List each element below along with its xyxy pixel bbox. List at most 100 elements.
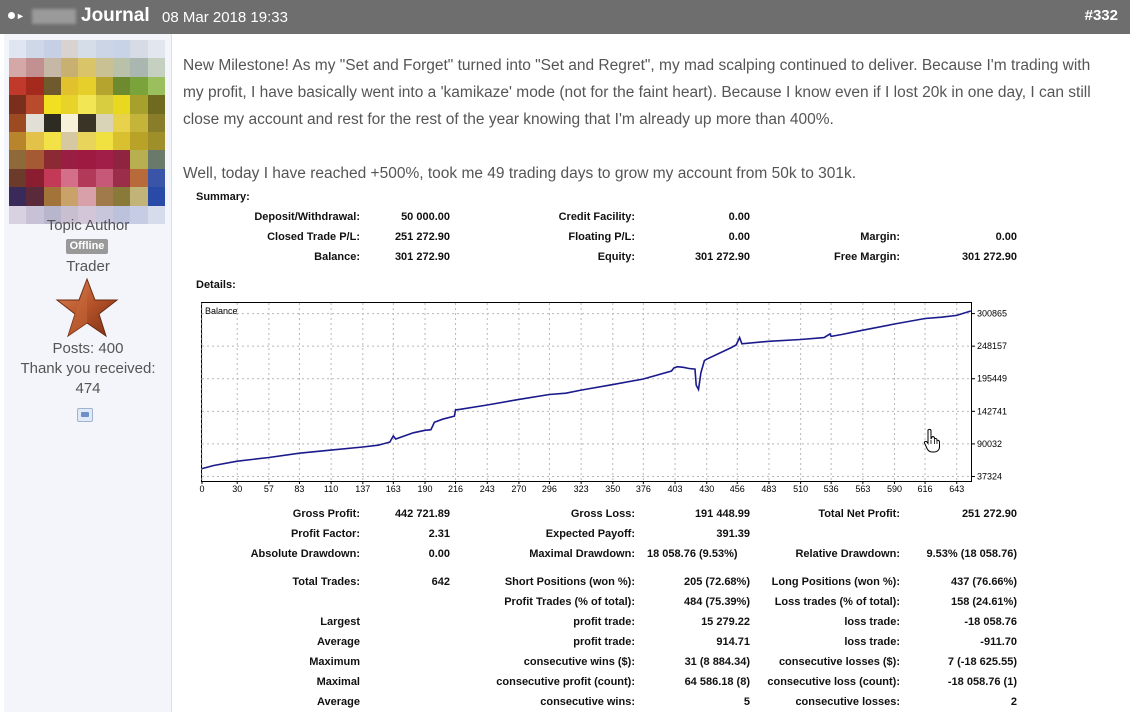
y-tick-label: 300865: [977, 309, 1007, 319]
detail-value: 64 586.18 (8): [684, 676, 750, 688]
avatar-pixel: [78, 76, 96, 96]
avatar-pixel: [43, 150, 61, 169]
thanks-count: 474: [75, 380, 101, 397]
avatar-pixel: [61, 113, 79, 132]
detail-label: Total Net Profit:: [818, 508, 900, 520]
x-tick-label: 190: [418, 484, 433, 494]
summary-label: Floating P/L:: [568, 231, 635, 243]
avatar-pixel: [147, 40, 165, 59]
detail-label: consecutive wins:: [540, 696, 635, 708]
detail-value: 7 (-18 625.55): [947, 656, 1017, 668]
avatar-pixel: [130, 168, 148, 188]
avatar-pixel: [43, 131, 61, 151]
x-tick-label: 483: [761, 484, 776, 494]
detail-label: Total Trades:: [292, 576, 360, 588]
avatar-pixel: [147, 76, 165, 96]
avatar-pixel: [78, 58, 96, 77]
avatar-pixel: [26, 113, 44, 132]
avatar-pixel: [43, 187, 61, 206]
avatar-pixel: [26, 95, 44, 114]
avatar-pixel: [130, 205, 148, 224]
summary-label: Free Margin:: [833, 251, 900, 263]
detail-label: Expected Payoff:: [545, 528, 635, 540]
avatar-pixel: [130, 150, 148, 169]
summary-label: Balance:: [314, 251, 360, 263]
detail-row-label: Largest: [320, 616, 360, 628]
summary-label: Equity:: [597, 251, 635, 263]
detail-value: 442 721.89: [394, 508, 450, 520]
avatar-pixel: [147, 168, 165, 188]
avatar-pixel: [130, 58, 148, 77]
thread-title[interactable]: Journal: [81, 5, 150, 26]
x-tick-label: 376: [636, 484, 651, 494]
avatar-pixel: [95, 113, 113, 132]
avatar-pixel: [95, 58, 113, 77]
avatar-pixel: [26, 131, 44, 151]
avatar-pixel: [61, 205, 79, 224]
summary-value: 0.00: [995, 231, 1017, 243]
avatar-pixel: [113, 76, 131, 96]
avatar-pixel: [113, 131, 131, 151]
x-tick-label: 57: [264, 484, 274, 494]
x-tick-label: 643: [949, 484, 964, 494]
summary-value: 50 000.00: [401, 211, 450, 223]
avatar-pixel: [26, 187, 44, 206]
avatar-pixel: [43, 205, 61, 224]
post-date: 08 Mar 2018 19:33: [162, 9, 288, 26]
author-sidebar: Topic Author Offline Trader Posts: 400 T…: [4, 34, 172, 712]
avatar-pixel: [43, 168, 61, 188]
member-rank: Trader: [66, 258, 110, 275]
detail-value: 642: [431, 576, 450, 588]
avatar-pixel: [130, 131, 148, 151]
summary-value: 301 272.90: [394, 251, 450, 263]
posts-count: Posts: 400: [52, 340, 124, 357]
avatar-pixel: [130, 40, 148, 59]
x-tick-label: 0: [199, 484, 204, 494]
balance-series-line: [201, 310, 972, 470]
x-tick-label: 510: [793, 484, 808, 494]
avatar-pixel: [61, 58, 79, 77]
avatar-pixel: [9, 150, 27, 169]
avatar-pixel: [26, 150, 44, 169]
detail-value: 158 (24.61%): [950, 596, 1017, 608]
detail-label: Maximal Drawdown:: [529, 548, 635, 560]
avatar-pixel: [61, 131, 79, 151]
hand-cursor-icon: [923, 428, 940, 453]
post-marker-icon: [8, 12, 15, 19]
private-message-icon[interactable]: [77, 408, 93, 422]
arrow-right-icon: ►: [16, 11, 25, 21]
avatar-pixel: [26, 40, 44, 59]
avatar-pixel: [9, 168, 27, 188]
avatar-pixel: [113, 95, 131, 114]
detail-label: consecutive losses ($):: [778, 656, 900, 668]
x-tick-label: 350: [605, 484, 620, 494]
detail-row-label: Maximum: [309, 656, 360, 668]
x-tick-label: 430: [699, 484, 714, 494]
avatar-pixel: [78, 131, 96, 151]
avatar-pixel: [26, 205, 44, 224]
avatar-pixel: [113, 113, 131, 132]
x-tick-label: 296: [542, 484, 557, 494]
avatar-pixel: [130, 76, 148, 96]
balance-chart-plot: [201, 302, 972, 482]
avatar-pixel: [9, 113, 27, 132]
x-tick-label: 590: [887, 484, 902, 494]
avatar-pixel: [26, 76, 44, 96]
x-tick-label: 270: [511, 484, 526, 494]
post-number-link[interactable]: #332: [1084, 7, 1118, 24]
x-tick-label: 616: [918, 484, 933, 494]
avatar-pixel: [113, 150, 131, 169]
avatar[interactable]: [9, 40, 165, 224]
post-header: ► Journal 08 Mar 2018 19:33 #332: [0, 0, 1130, 34]
avatar-pixel: [113, 40, 131, 59]
summary-value: 301 272.90: [961, 251, 1017, 263]
avatar-pixel: [9, 187, 27, 206]
avatar-pixel: [26, 168, 44, 188]
avatar-pixel: [61, 95, 79, 114]
avatar-pixel: [147, 205, 165, 224]
avatar-pixel: [147, 58, 165, 77]
avatar-pixel: [130, 95, 148, 114]
avatar-pixel: [130, 113, 148, 132]
avatar-pixel: [61, 150, 79, 169]
chart-grid: [201, 303, 972, 481]
